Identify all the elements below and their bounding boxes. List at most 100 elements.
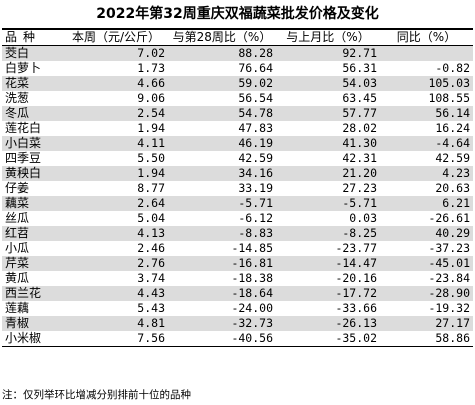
cell-yoy: 58.86 — [380, 331, 473, 347]
cell-price: 3.74 — [64, 271, 168, 286]
table-row: 四季豆 5.50 42.59 42.31 42.59 — [2, 151, 473, 166]
cell-price: 1.94 — [64, 166, 168, 181]
cell-yoy: 6.21 — [380, 196, 473, 211]
cell-vs-week28: 47.83 — [168, 121, 276, 136]
cell-yoy: 16.24 — [380, 121, 473, 136]
cell-vs-last-month: -26.13 — [276, 316, 380, 331]
cell-price: 4.66 — [64, 76, 168, 91]
cell-vs-last-month: -17.72 — [276, 286, 380, 301]
cell-price: 4.81 — [64, 316, 168, 331]
cell-price: 4.11 — [64, 136, 168, 151]
cell-price: 1.73 — [64, 61, 168, 76]
cell-yoy: 40.29 — [380, 226, 473, 241]
cell-price: 4.43 — [64, 286, 168, 301]
cell-yoy: -4.64 — [380, 136, 473, 151]
cell-vs-last-month: -35.02 — [276, 331, 380, 347]
cell-name: 黄秧白 — [2, 166, 64, 181]
cell-name: 青椒 — [2, 316, 64, 331]
table-row: 茭白 7.02 88.28 92.71 — [2, 45, 473, 61]
cell-name: 西兰花 — [2, 286, 64, 301]
cell-vs-last-month: 27.23 — [276, 181, 380, 196]
cell-vs-last-month: 21.20 — [276, 166, 380, 181]
cell-yoy: 108.55 — [380, 91, 473, 106]
cell-vs-week28: -40.56 — [168, 331, 276, 347]
cell-yoy: -0.82 — [380, 61, 473, 76]
table-row: 西兰花 4.43 -18.64 -17.72 -28.90 — [2, 286, 473, 301]
cell-vs-last-month: 41.30 — [276, 136, 380, 151]
table-row: 小白菜 4.11 46.19 41.30 -4.64 — [2, 136, 473, 151]
cell-yoy: 105.03 — [380, 76, 473, 91]
cell-price: 4.13 — [64, 226, 168, 241]
header-name: 品种 — [2, 28, 64, 46]
table-body: 茭白 7.02 88.28 92.71 白萝卜 1.73 76.64 56.31 -0.82 花菜… — [2, 45, 473, 347]
footnote: 注：仅列举环比增减分别排前十位的品种 — [2, 389, 191, 401]
cell-name: 小白菜 — [2, 136, 64, 151]
table-row: 芹菜 2.76 -16.81 -14.47 -45.01 — [2, 256, 473, 271]
cell-price: 2.54 — [64, 106, 168, 121]
cell-vs-week28: -32.73 — [168, 316, 276, 331]
table-row: 白萝卜 1.73 76.64 56.31 -0.82 — [2, 61, 473, 76]
cell-vs-last-month: 57.77 — [276, 106, 380, 121]
price-table: 品种 本周（元/公斤） 与第28周比（%） 与上月比（%） 同比（%） 茭白 7.… — [2, 28, 473, 347]
cell-vs-last-month: 42.31 — [276, 151, 380, 166]
cell-vs-last-month: 28.02 — [276, 121, 380, 136]
cell-vs-week28: 34.16 — [168, 166, 276, 181]
cell-name: 红苕 — [2, 226, 64, 241]
cell-name: 莲花白 — [2, 121, 64, 136]
cell-vs-week28: 59.02 — [168, 76, 276, 91]
cell-vs-week28: -6.12 — [168, 211, 276, 226]
cell-vs-last-month: 0.03 — [276, 211, 380, 226]
cell-vs-last-month: -20.16 — [276, 271, 380, 286]
cell-vs-week28: -16.81 — [168, 256, 276, 271]
cell-vs-week28: -14.85 — [168, 241, 276, 256]
cell-yoy — [380, 45, 473, 61]
cell-name: 四季豆 — [2, 151, 64, 166]
header-price: 本周（元/公斤） — [64, 28, 168, 46]
header-vs-last-month: 与上月比（%） — [276, 28, 380, 46]
cell-vs-week28: -5.71 — [168, 196, 276, 211]
cell-yoy: 27.17 — [380, 316, 473, 331]
header-yoy: 同比（%） — [380, 28, 473, 46]
cell-vs-week28: -8.83 — [168, 226, 276, 241]
table-row: 莲藕 5.43 -24.00 -33.66 -19.32 — [2, 301, 473, 316]
cell-yoy: 42.59 — [380, 151, 473, 166]
cell-yoy: -19.32 — [380, 301, 473, 316]
cell-yoy: -37.23 — [380, 241, 473, 256]
cell-price: 1.94 — [64, 121, 168, 136]
cell-yoy: -26.61 — [380, 211, 473, 226]
cell-vs-week28: -18.38 — [168, 271, 276, 286]
cell-vs-last-month: -14.47 — [276, 256, 380, 271]
cell-vs-last-month: 54.03 — [276, 76, 380, 91]
table-row: 洗葱 9.06 56.54 63.45 108.55 — [2, 91, 473, 106]
cell-name: 小米椒 — [2, 331, 64, 347]
table-row: 藕菜 2.64 -5.71 -5.71 6.21 — [2, 196, 473, 211]
cell-vs-week28: 46.19 — [168, 136, 276, 151]
cell-name: 黄瓜 — [2, 271, 64, 286]
cell-price: 5.04 — [64, 211, 168, 226]
table-row: 黄秧白 1.94 34.16 21.20 4.23 — [2, 166, 473, 181]
cell-vs-week28: 56.54 — [168, 91, 276, 106]
cell-vs-last-month: 56.31 — [276, 61, 380, 76]
table-row: 小米椒 7.56 -40.56 -35.02 58.86 — [2, 331, 473, 347]
cell-vs-week28: 54.78 — [168, 106, 276, 121]
cell-name: 花菜 — [2, 76, 64, 91]
cell-price: 7.02 — [64, 45, 168, 61]
cell-name: 洗葱 — [2, 91, 64, 106]
cell-vs-last-month: -5.71 — [276, 196, 380, 211]
cell-name: 芹菜 — [2, 256, 64, 271]
cell-name: 白萝卜 — [2, 61, 64, 76]
cell-name: 茭白 — [2, 45, 64, 61]
cell-price: 5.50 — [64, 151, 168, 166]
cell-vs-last-month: -23.77 — [276, 241, 380, 256]
cell-vs-last-month: -8.25 — [276, 226, 380, 241]
cell-price: 2.76 — [64, 256, 168, 271]
header-vs-week28: 与第28周比（%） — [168, 28, 276, 46]
cell-yoy: -28.90 — [380, 286, 473, 301]
table-title: 2022年第32周重庆双福蔬菜批发价格及变化 — [96, 6, 379, 22]
header-row: 品种 本周（元/公斤） 与第28周比（%） 与上月比（%） 同比（%） — [2, 28, 473, 46]
cell-price: 5.43 — [64, 301, 168, 316]
table-row: 冬瓜 2.54 54.78 57.77 56.14 — [2, 106, 473, 121]
cell-vs-week28: 76.64 — [168, 61, 276, 76]
table-row: 青椒 4.81 -32.73 -26.13 27.17 — [2, 316, 473, 331]
